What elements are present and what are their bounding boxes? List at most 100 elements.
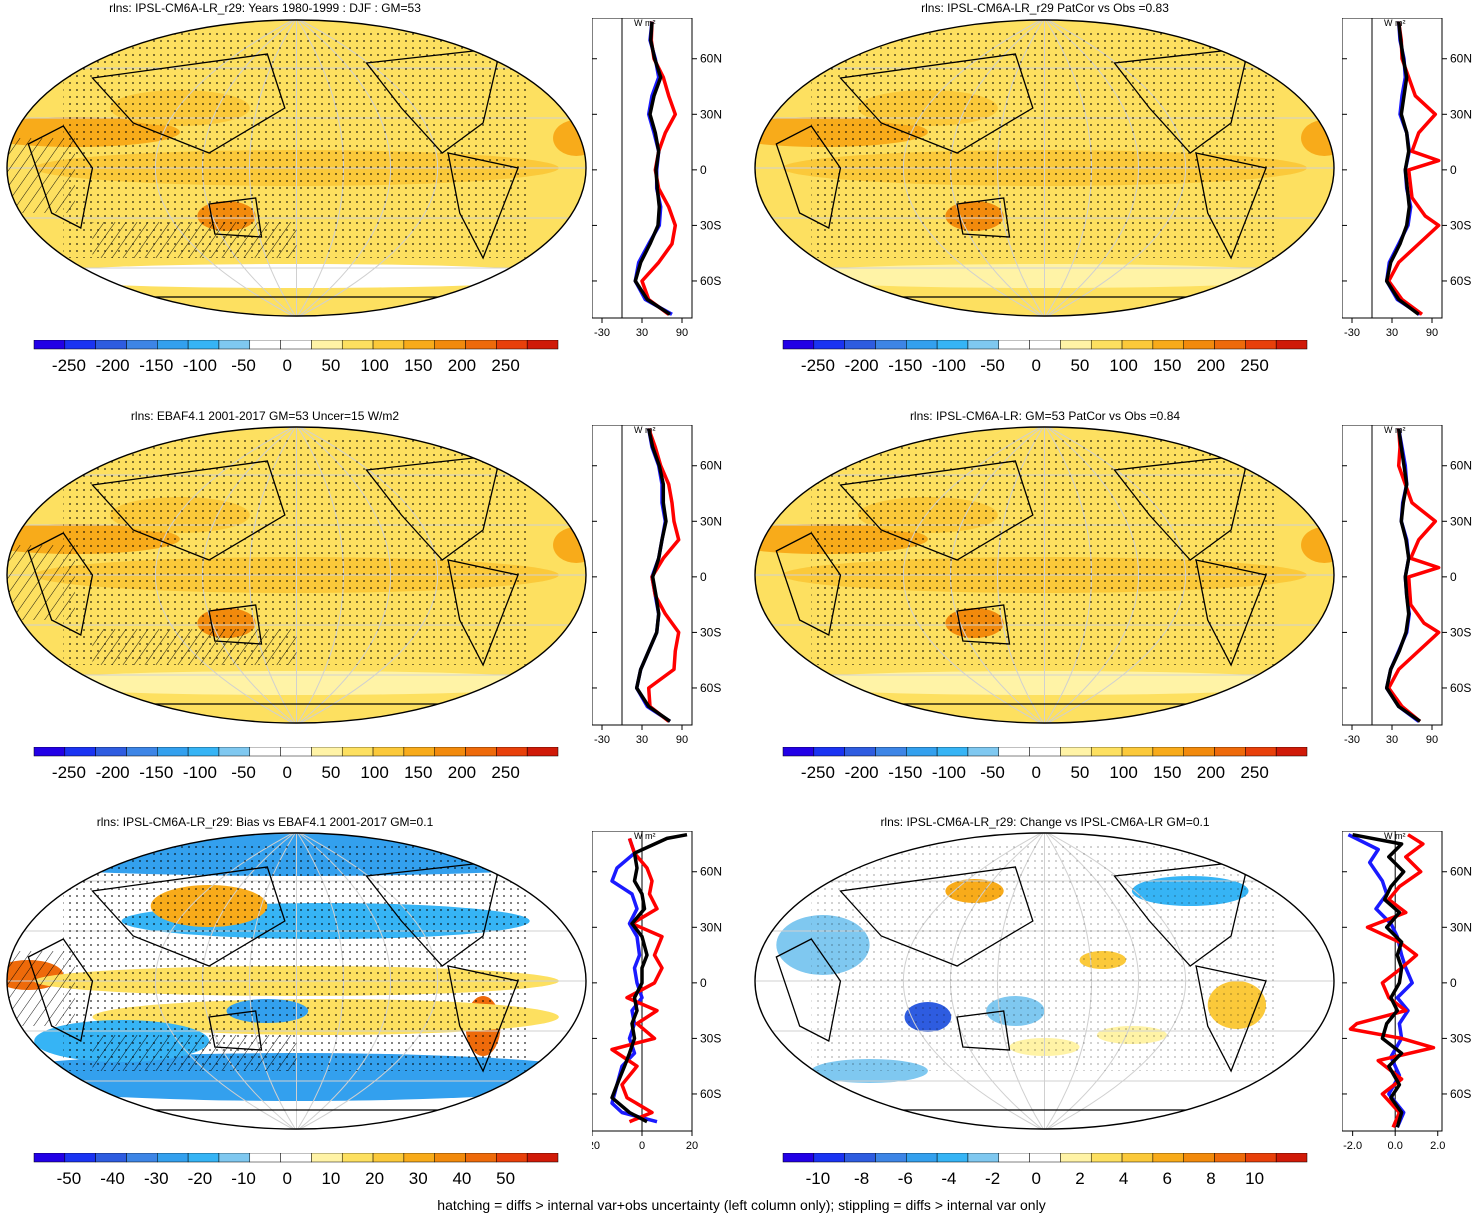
colorbar-box	[1090, 340, 1123, 350]
colorbar-box	[1245, 747, 1277, 757]
colorbar-box	[526, 340, 559, 350]
colorbar-box	[341, 747, 374, 757]
continent-outline	[27, 938, 94, 1042]
continent-outline	[27, 125, 94, 229]
zonal-xtick-label: 90	[1426, 327, 1438, 339]
colorbar-box	[813, 1153, 845, 1163]
colorbar-tick-label: -30	[144, 1169, 169, 1188]
zonal-ytick-label: 0	[1450, 163, 1457, 177]
colorbar: -250 -200 -150 -100 -50 0 50 100 150 200 250	[782, 747, 1308, 782]
colorbar-tick-label: 250	[491, 356, 519, 375]
zonal-ytick-label: 30N	[700, 514, 722, 528]
colorbar-box	[936, 340, 969, 350]
colorbar-tick-label: 50	[321, 763, 340, 782]
continent-outline	[956, 1010, 1011, 1051]
colorbar-box	[496, 1153, 528, 1163]
zonal-series-obs	[1386, 428, 1441, 723]
colorbar-tick-label: 150	[404, 763, 432, 782]
colorbar-box	[813, 747, 845, 757]
colorbar-tick-label: -150	[888, 356, 922, 375]
colorbar-box	[906, 1153, 938, 1163]
colorbar-box	[311, 1153, 343, 1163]
colorbar-tick-label: 200	[448, 356, 476, 375]
zonal-ytick-label: 30S	[700, 218, 721, 232]
colorbar-tick-label: 100	[360, 763, 388, 782]
colorbar-box	[280, 747, 312, 757]
panel-title: rlns: IPSL-CM6A-LR: GM=53 PatCor vs Obs …	[909, 409, 1181, 423]
colorbar-box	[157, 1153, 189, 1163]
zonal-series-ensemble	[1384, 428, 1421, 723]
colorbar-box	[875, 747, 907, 757]
colorbar-tick-label: -100	[183, 356, 217, 375]
continent-outline	[775, 125, 842, 229]
panel-title: rlns: EBAF4.1 2001-2017 GM=53 Uncer=15 W…	[130, 409, 400, 423]
colorbar-box	[906, 340, 938, 350]
colorbar-box	[526, 1153, 559, 1163]
zonal-mean-plot: W m² 60N 30N 0 30S 60S -30 30 90	[592, 425, 722, 746]
map-border	[6, 832, 587, 1130]
map	[6, 19, 587, 317]
colorbar-box	[813, 340, 845, 350]
zonal-ytick-label: 0	[700, 570, 707, 584]
colorbar-tick-label: -250	[801, 763, 835, 782]
colorbar-tick-label: 100	[1109, 356, 1137, 375]
colorbar-tick-label: 0	[1032, 763, 1041, 782]
map	[6, 426, 587, 724]
colorbar-box	[496, 747, 528, 757]
colorbar-box	[1152, 340, 1184, 350]
colorbar-tick-label: 2	[1075, 1169, 1084, 1188]
colorbar-tick-label: -50	[980, 356, 1005, 375]
colorbar-tick-label: 40	[452, 1169, 471, 1188]
colorbar-box	[280, 1153, 312, 1163]
colorbar-tick-label: -2	[985, 1169, 1000, 1188]
colorbar-box	[1183, 340, 1215, 350]
colorbar-tick-label: 10	[1245, 1169, 1264, 1188]
colorbar-tick-label: 200	[1197, 763, 1225, 782]
continent-outline	[91, 460, 286, 561]
colorbar-box	[526, 747, 559, 757]
colorbar-box	[1152, 1153, 1184, 1163]
colorbar-box	[187, 340, 220, 350]
colorbar-tick-label: 20	[365, 1169, 384, 1188]
colorbar-box	[1214, 747, 1246, 757]
zonal-ytick-label: 60S	[700, 274, 721, 288]
continent-outline	[447, 152, 519, 260]
colorbar-box	[1275, 1153, 1308, 1163]
zonal-xtick-label: 30	[1386, 734, 1398, 746]
colorbar-box	[218, 340, 251, 350]
map-border	[6, 426, 587, 724]
colorbar-box	[1121, 747, 1154, 757]
colorbar-box	[875, 1153, 907, 1163]
continent-outline	[208, 1010, 263, 1051]
colorbar-tick-label: 50	[496, 1169, 515, 1188]
colorbar-tick-label: -50	[231, 356, 256, 375]
colorbar-box	[1060, 340, 1092, 350]
colorbar-tick-label: 4	[1119, 1169, 1128, 1188]
colorbar-box	[157, 340, 189, 350]
colorbar-tick-label: 50	[321, 356, 340, 375]
map-field-patch	[1301, 527, 1334, 563]
zonal-ytick-label: 30S	[700, 625, 721, 639]
colorbar: -10 -8 -6 -4 -2 0 2 4 6 8 10	[782, 1153, 1308, 1188]
colorbar-tick-label: -250	[52, 763, 86, 782]
zonal-xtick-label: 30	[1386, 327, 1398, 339]
zonal-xtick-label: 90	[676, 734, 688, 746]
zonal-mean-plot: W m² 60N 30N 0 30S 60S -20 0 20	[592, 831, 722, 1152]
zonal-frame	[592, 18, 693, 319]
colorbar-tick-label: 100	[360, 356, 388, 375]
zonal-xtick-label: -30	[1344, 327, 1360, 339]
colorbar-box	[1183, 747, 1215, 757]
colorbar-tick-label: 0	[1032, 356, 1041, 375]
map-hatching	[92, 1035, 297, 1071]
colorbar: -250 -200 -150 -100 -50 0 50 100 150 200 250	[782, 340, 1308, 375]
colorbar-box	[998, 340, 1030, 350]
map	[754, 832, 1335, 1130]
zonal-xtick-label: 90	[1426, 734, 1438, 746]
zonal-series-obs	[1348, 833, 1436, 1128]
colorbar-tick-label: -50	[231, 763, 256, 782]
zonal-xtick-label: 20	[686, 1140, 698, 1152]
map-stippling	[811, 33, 1278, 258]
zonal-xtick-label: 0.0	[1388, 1140, 1403, 1152]
colorbar-box	[875, 340, 907, 350]
continent-outline	[1195, 559, 1267, 667]
